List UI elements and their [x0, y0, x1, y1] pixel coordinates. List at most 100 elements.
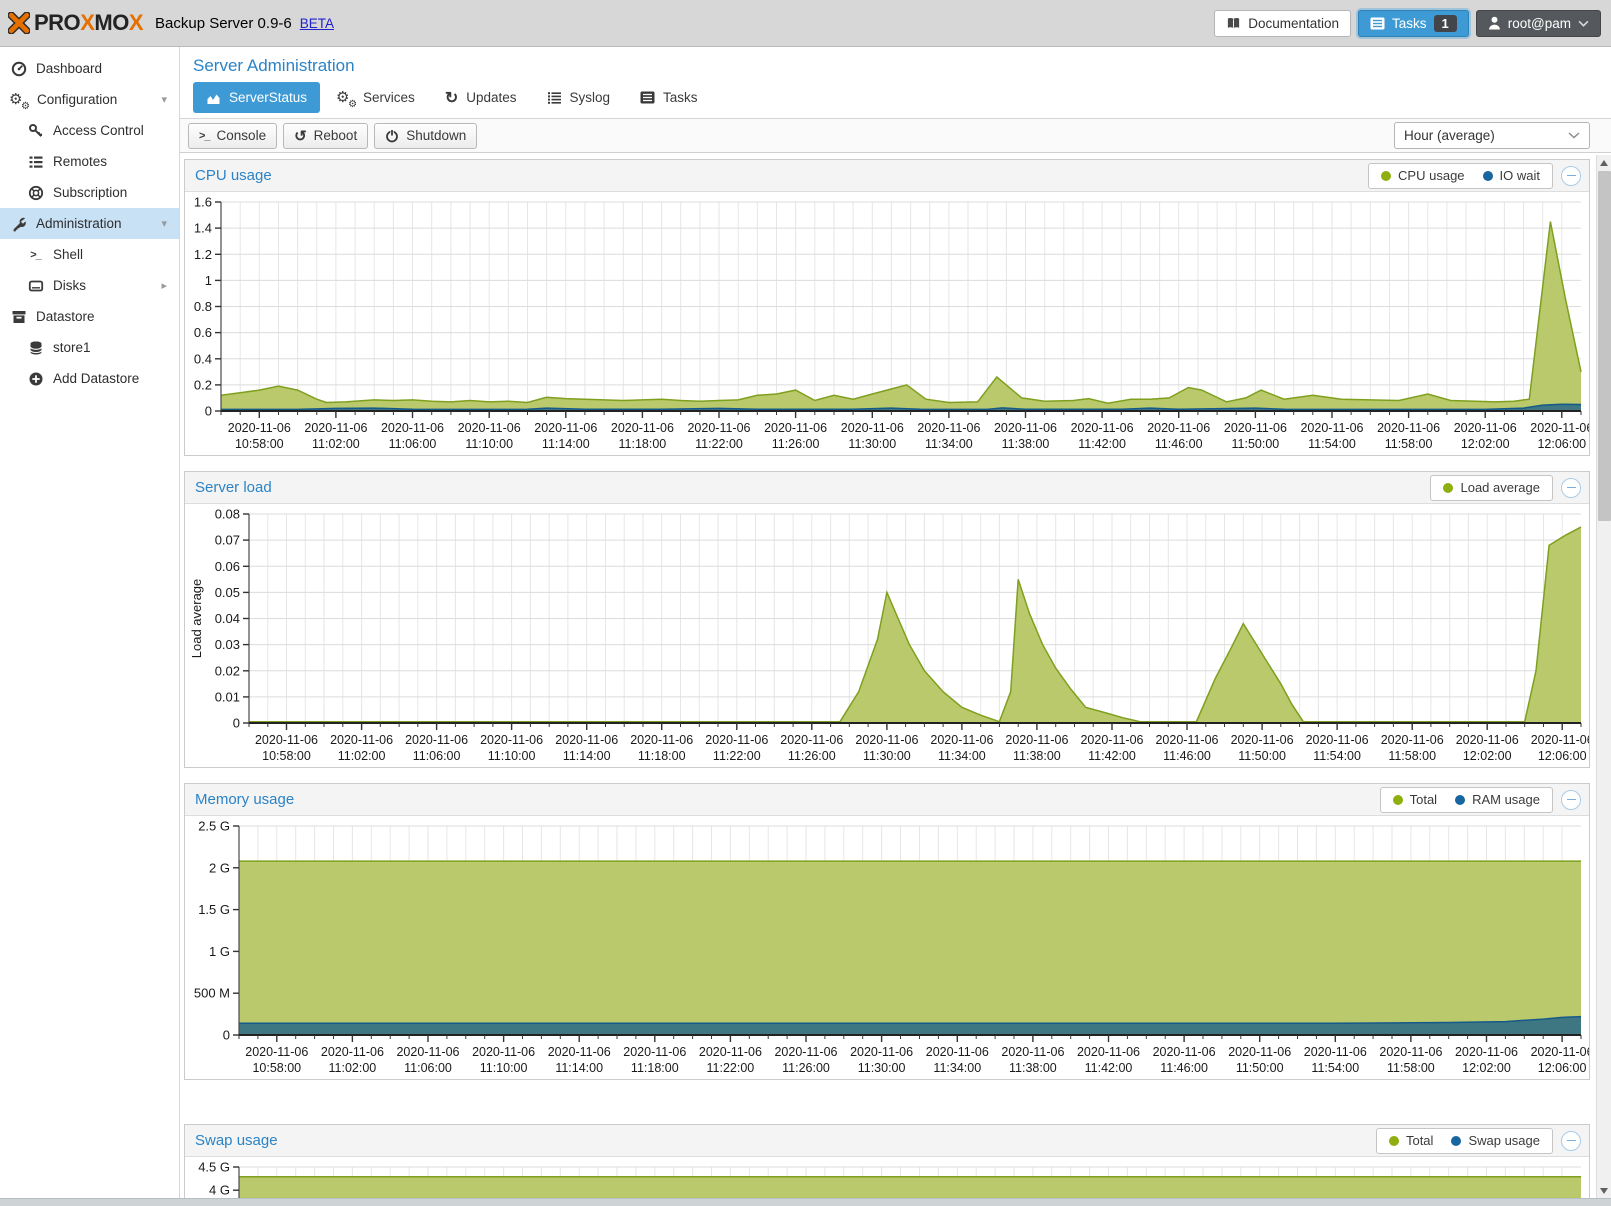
svg-text:11:06:00: 11:06:00 [389, 437, 437, 451]
tasks-button[interactable]: Tasks 1 [1358, 10, 1469, 37]
svg-text:2020-11-06: 2020-11-06 [994, 421, 1057, 435]
svg-text:11:10:00: 11:10:00 [488, 749, 536, 763]
collapse-panel-button[interactable] [1561, 478, 1581, 498]
chevron-down-icon[interactable]: ▾ [161, 217, 167, 230]
svg-text:2020-11-06: 2020-11-06 [699, 1045, 762, 1059]
sidebar-item-disks[interactable]: Disks ▸ [0, 270, 179, 301]
legend-item[interactable]: IO wait [1483, 168, 1540, 183]
svg-text:2020-11-06: 2020-11-06 [774, 1045, 837, 1059]
sidebar-item-remotes[interactable]: Remotes [0, 146, 179, 177]
page-title: Server Administration [180, 47, 1611, 78]
svg-text:2020-11-06: 2020-11-06 [321, 1045, 384, 1059]
svg-text:2020-11-06: 2020-11-06 [1071, 421, 1134, 435]
brand-wordmark: PROXMOX [34, 10, 143, 36]
svg-text:2020-11-06: 2020-11-06 [555, 733, 618, 747]
legend-item[interactable]: Total [1389, 1133, 1433, 1148]
svg-text:1.2: 1.2 [194, 247, 212, 262]
svg-text:2020-11-06: 2020-11-06 [1001, 1045, 1064, 1059]
legend-item[interactable]: CPU usage [1381, 168, 1464, 183]
sidebar-item-add-datastore[interactable]: Add Datastore [0, 363, 179, 394]
svg-text:11:46:00: 11:46:00 [1160, 1061, 1208, 1075]
tab-tasks[interactable]: Tasks [627, 82, 711, 113]
key-icon [27, 122, 44, 139]
user-menu-button[interactable]: root@pam [1476, 10, 1601, 37]
svg-text:2 G: 2 G [209, 860, 230, 875]
svg-text:2020-11-06: 2020-11-06 [780, 733, 843, 747]
scroll-up-button[interactable] [1597, 155, 1611, 170]
legend-item[interactable]: Total [1393, 792, 1437, 807]
sidebar-item-configuration[interactable]: ⚙⚙ Configuration ▾ [0, 84, 179, 115]
scrollbar-thumb[interactable] [1598, 171, 1611, 521]
tab-syslog[interactable]: Syslog [534, 82, 624, 113]
svg-text:12:06:00: 12:06:00 [1538, 1061, 1587, 1075]
svg-text:0.06: 0.06 [215, 559, 240, 574]
tab-services[interactable]: ⚙⚙ Services [324, 82, 428, 113]
svg-text:4.5 G: 4.5 G [198, 1160, 230, 1175]
svg-text:12:02:00: 12:02:00 [1463, 749, 1512, 763]
svg-text:11:58:00: 11:58:00 [1387, 1061, 1435, 1075]
lifebuoy-icon [27, 184, 44, 201]
svg-text:11:18:00: 11:18:00 [619, 437, 667, 451]
reboot-button[interactable]: ↺ Reboot [283, 123, 368, 149]
task-list-icon [640, 91, 655, 104]
sidebar-item-dashboard[interactable]: Dashboard [0, 53, 179, 84]
tab-serverstatus[interactable]: ServerStatus [193, 82, 320, 113]
svg-text:11:46:00: 11:46:00 [1163, 749, 1211, 763]
svg-text:2020-11-06: 2020-11-06 [472, 1045, 535, 1059]
svg-text:2020-11-06: 2020-11-06 [405, 733, 468, 747]
svg-text:2020-11-06: 2020-11-06 [1456, 733, 1519, 747]
sidebar-item-administration[interactable]: Administration ▾ [0, 208, 179, 239]
chevron-down-icon [1578, 20, 1589, 27]
svg-text:11:06:00: 11:06:00 [404, 1061, 452, 1075]
svg-text:2020-11-06: 2020-11-06 [611, 421, 674, 435]
legend-item[interactable]: Load average [1443, 480, 1540, 495]
documentation-button[interactable]: Documentation [1214, 10, 1351, 37]
legend-item[interactable]: Swap usage [1451, 1133, 1540, 1148]
time-range-select[interactable]: Hour (average) [1394, 122, 1590, 149]
svg-text:2020-11-06: 2020-11-06 [1155, 733, 1218, 747]
sidebar-item-datastore[interactable]: Datastore [0, 301, 179, 332]
cpu-usage-panel: CPU usage CPU usage IO wait 00.20.40.60.… [184, 159, 1590, 456]
svg-text:11:42:00: 11:42:00 [1085, 1061, 1133, 1075]
svg-text:2020-11-06: 2020-11-06 [548, 1045, 611, 1059]
sidebar-item-access-control[interactable]: Access Control [0, 115, 179, 146]
collapse-panel-button[interactable] [1561, 1131, 1581, 1151]
svg-text:11:26:00: 11:26:00 [772, 437, 820, 451]
svg-text:11:54:00: 11:54:00 [1311, 1061, 1359, 1075]
svg-text:11:50:00: 11:50:00 [1232, 437, 1280, 451]
svg-text:11:58:00: 11:58:00 [1385, 437, 1433, 451]
svg-text:10:58:00: 10:58:00 [235, 437, 284, 451]
svg-text:1: 1 [205, 273, 212, 288]
console-button[interactable]: >_ Console [188, 123, 277, 149]
chevron-right-icon[interactable]: ▸ [161, 279, 167, 292]
series-dot [1381, 171, 1391, 181]
vertical-scrollbar[interactable] [1596, 155, 1611, 1206]
svg-text:11:02:00: 11:02:00 [329, 1061, 377, 1075]
chevron-down-icon[interactable]: ▾ [161, 93, 167, 106]
svg-text:2020-11-06: 2020-11-06 [1228, 1045, 1291, 1059]
sidebar-item-subscription[interactable]: Subscription [0, 177, 179, 208]
svg-text:2020-11-06: 2020-11-06 [1224, 421, 1287, 435]
beta-link[interactable]: BETA [300, 16, 334, 31]
gears-icon: ⚙⚙ [337, 89, 355, 106]
scroll-down-button[interactable] [1597, 1183, 1611, 1198]
svg-text:11:50:00: 11:50:00 [1238, 749, 1286, 763]
svg-text:11:18:00: 11:18:00 [638, 749, 686, 763]
collapse-panel-button[interactable] [1561, 790, 1581, 810]
tab-updates[interactable]: ↻ Updates [432, 82, 530, 113]
collapse-panel-button[interactable] [1561, 166, 1581, 186]
svg-text:2020-11-06: 2020-11-06 [534, 421, 597, 435]
legend-item[interactable]: RAM usage [1455, 792, 1540, 807]
tachometer-icon [10, 60, 27, 77]
sidebar-item-store1[interactable]: store1 [0, 332, 179, 363]
svg-text:2020-11-06: 2020-11-06 [330, 733, 393, 747]
svg-text:2020-11-06: 2020-11-06 [705, 733, 768, 747]
server-list-icon [27, 153, 44, 170]
sidebar-item-shell[interactable]: >_ Shell [0, 239, 179, 270]
wrench-icon [10, 215, 27, 232]
svg-text:2020-11-06: 2020-11-06 [255, 733, 318, 747]
shutdown-button[interactable]: Shutdown [374, 123, 477, 149]
svg-text:11:30:00: 11:30:00 [858, 1061, 906, 1075]
svg-text:0.03: 0.03 [215, 637, 240, 652]
svg-text:2020-11-06: 2020-11-06 [1077, 1045, 1140, 1059]
